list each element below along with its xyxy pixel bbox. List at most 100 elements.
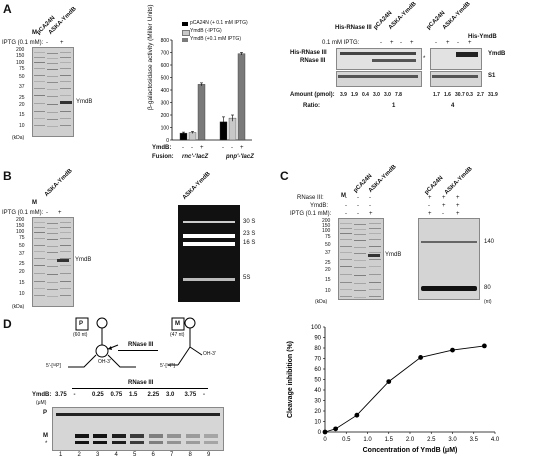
gel-band <box>340 282 352 283</box>
wb2-col-hisymdb: His-YmdB <box>468 34 497 40</box>
gel-band <box>369 296 381 297</box>
c-gel-m150: 150 <box>322 223 331 229</box>
gel-band <box>34 88 45 89</box>
c-gel-unit: (kDa) <box>315 299 328 305</box>
d-gel-conc-value: 3.75 <box>55 392 67 398</box>
wb-amount-value: 0.4 <box>362 92 369 98</box>
d-y-tick-label: 10 <box>314 420 321 426</box>
c-rna-col-pca: pCA24N <box>423 175 445 196</box>
rna-band-30s <box>183 221 235 223</box>
d-p-5end: 5'-[³²P] <box>46 363 61 369</box>
d-gel-lane-number: 3 <box>96 452 100 458</box>
gel-band <box>47 76 58 77</box>
a-gel-m25: 25 <box>19 95 25 101</box>
gel-band <box>34 118 45 119</box>
d-gel-lane-number: 4 <box>114 452 118 458</box>
gel-band <box>340 228 352 229</box>
d-gel-conc-unit: (μM) <box>36 400 47 406</box>
d-x-tick-label: 3.0 <box>448 437 457 443</box>
gel-band <box>60 125 71 126</box>
b-rna-label-30s: 30 S <box>243 219 256 225</box>
gel-band <box>47 82 58 83</box>
wb-amount-value: 31.9 <box>488 92 498 98</box>
gel-band <box>34 238 45 239</box>
a-gel-m37: 37 <box>19 84 25 90</box>
a-gel-m15: 15 <box>19 112 25 118</box>
a-gel-ymdb-label: YmdB <box>76 99 93 105</box>
gel-band <box>60 238 71 239</box>
d-x-tick-label: 2.0 <box>406 437 415 443</box>
gel-band <box>60 251 71 252</box>
c-rna-row-val: + <box>442 203 446 209</box>
d-x-tick-label: 4.0 <box>491 437 500 443</box>
gel-band <box>47 223 58 224</box>
c-rna-band-140 <box>421 241 477 243</box>
a-bar-ylabel: β-galactosidase activity (Miller Units) <box>147 4 154 110</box>
d-gel-lane-number: 5 <box>133 452 137 458</box>
c-gel-m75: 75 <box>325 234 331 240</box>
c-gel-ymdb-band <box>368 254 380 257</box>
d-gel-star-band <box>74 441 89 444</box>
y-tick-label: 800 <box>161 38 170 44</box>
c-gel-row-val: - <box>357 195 359 201</box>
gel-band <box>34 62 45 63</box>
gel-band <box>60 52 71 53</box>
b-gel-m20: 20 <box>19 269 25 275</box>
gel-band <box>354 224 366 225</box>
c-gel-col-m: M <box>341 193 346 199</box>
y-tick-label: 100 <box>161 126 170 132</box>
panel-d-label: D <box>3 317 12 331</box>
c-gel-row-val: + <box>369 211 373 217</box>
c-rna-image <box>418 218 480 300</box>
d-data-point <box>450 347 455 353</box>
c-gel-image <box>338 218 384 300</box>
a-bar-ymdb-val: - <box>182 145 184 151</box>
bar <box>237 53 246 141</box>
gel-band <box>369 233 381 234</box>
gel-band <box>354 260 366 261</box>
gel-band <box>354 229 366 230</box>
legend-label-2: YmdB (+0.1 mM IPTG) <box>190 36 241 42</box>
c-gel-row-val: - <box>345 195 347 201</box>
gel-band <box>34 281 45 282</box>
d-gel-star-band <box>111 441 126 444</box>
d-y-tick-label: 70 <box>314 357 321 363</box>
d-x-tick-label: 3.5 <box>470 437 479 443</box>
wb1-label-his: His-RNase III <box>290 50 327 56</box>
c-rna-label-80: 80 <box>484 285 491 291</box>
a-gel-ymdb-band <box>60 101 72 104</box>
d-data-point <box>386 379 392 384</box>
d-gel-star-band <box>130 441 144 444</box>
rna-band-23s <box>183 234 235 238</box>
a-gel-iptg-2: + <box>60 40 64 46</box>
b-rna-image <box>178 205 240 302</box>
b-gel-m15: 15 <box>19 280 25 286</box>
b-gel-iptg-label: IPTG (0.1 mM): <box>2 210 44 216</box>
gel-band <box>354 275 366 276</box>
gel-band <box>340 259 352 260</box>
wb-ratio-1: 1 <box>392 103 396 109</box>
d-gel-p-bands <box>56 413 220 416</box>
d-gel-lane-number: 2 <box>77 452 81 458</box>
gel-band <box>369 239 381 240</box>
a-gel-m20: 20 <box>19 102 25 108</box>
d-m-label: M <box>175 321 180 327</box>
gel-band <box>47 228 58 229</box>
gel-band <box>60 95 71 96</box>
b-gel-m25: 25 <box>19 261 25 267</box>
d-gel-header-line <box>72 388 208 389</box>
d-gel-lane-number: 1 <box>59 452 63 458</box>
wb-amount-value: 3.0 <box>384 92 391 98</box>
c-rna-label-140: 140 <box>484 239 495 245</box>
c-rna-band-80 <box>421 286 477 291</box>
gel-band <box>47 89 58 90</box>
y-tick-label: 500 <box>161 76 170 82</box>
c-gel-m50: 50 <box>325 242 331 248</box>
rna-band-5s <box>183 278 235 281</box>
d-gel-lane-number: 8 <box>188 452 192 458</box>
c-rna-unit: (nt) <box>484 299 492 305</box>
gel-band <box>354 297 366 298</box>
wb-col-aska: ASKA-YmdB <box>387 1 418 32</box>
gel-band <box>34 95 45 96</box>
gel-band <box>354 240 366 241</box>
